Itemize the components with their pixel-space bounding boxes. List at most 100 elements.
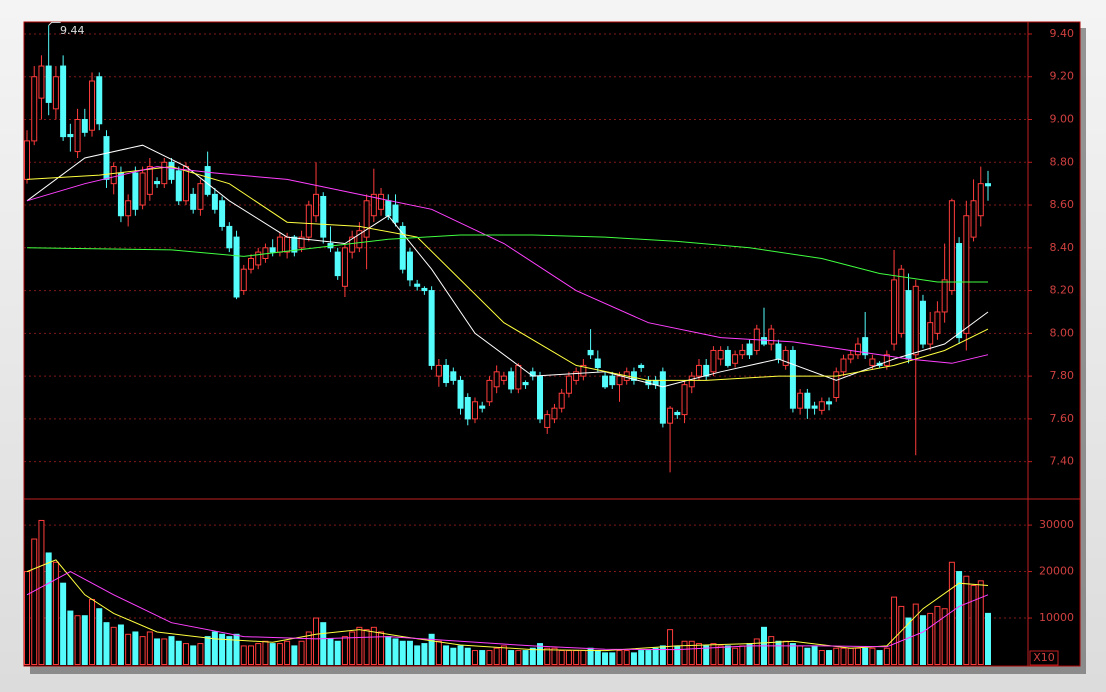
candle-body: [219, 200, 226, 227]
candle-body: [334, 251, 341, 277]
candle-body: [948, 200, 955, 292]
candle-body: [818, 401, 825, 411]
volume-bar: [67, 610, 74, 665]
volume-bar: [818, 650, 825, 666]
volume-bar: [406, 640, 413, 666]
volume-bar: [753, 638, 760, 665]
volume-bar: [659, 645, 666, 665]
candle-body: [941, 279, 948, 313]
volume-bar: [508, 650, 515, 666]
volume-bar: [349, 631, 356, 665]
candle-body: [565, 375, 572, 394]
candle-body: [919, 300, 926, 345]
volume-bar: [638, 650, 645, 666]
volume-bar: [414, 645, 421, 665]
volume-bar: [782, 640, 789, 666]
volume-bar: [298, 640, 305, 666]
y-tick-label: 30000: [1039, 518, 1074, 531]
candle-body: [963, 215, 970, 334]
candle-body: [31, 76, 38, 142]
candle-body: [985, 183, 991, 187]
volume-bar: [594, 650, 601, 666]
candle-body: [197, 183, 204, 210]
candle-body: [558, 392, 565, 409]
candle-body: [211, 193, 218, 210]
candle-body: [674, 411, 681, 416]
candle-body: [471, 401, 478, 420]
candle-body: [840, 358, 847, 373]
candle-body: [775, 343, 782, 360]
volume-bar: [688, 640, 695, 666]
candle-body: [630, 371, 637, 381]
volume-bar: [486, 650, 493, 666]
candle-body: [356, 230, 363, 249]
candle-body: [746, 343, 753, 356]
candle-body: [515, 364, 522, 390]
candle-body: [667, 407, 674, 424]
candle-body: [284, 236, 291, 253]
candle-body: [934, 311, 941, 334]
candle-body: [594, 358, 601, 369]
candle-body: [96, 76, 103, 125]
volume-bar: [31, 538, 38, 665]
candle-body: [703, 364, 710, 377]
y-tick-label: 7.40: [1050, 455, 1075, 468]
volume-bar: [204, 636, 211, 666]
volume-bar: [500, 645, 507, 665]
moving-average: [26, 166, 989, 364]
volume-bar: [775, 640, 782, 666]
moving-average: [26, 166, 989, 381]
candle-body: [493, 371, 500, 388]
volume-bar: [479, 650, 486, 666]
volume-bar: [146, 631, 153, 665]
y-tick-label: 8.80: [1050, 155, 1075, 168]
volume-bar: [941, 608, 948, 666]
moving-average: [26, 234, 988, 283]
volume-bar: [905, 617, 912, 665]
volume-bar: [977, 580, 984, 666]
volume-bar: [74, 615, 81, 666]
volume-bar: [789, 643, 796, 666]
volume-bar: [399, 640, 406, 666]
candle-body: [190, 193, 197, 210]
candle-body: [443, 364, 450, 384]
candle-body: [349, 236, 356, 253]
volume-bar: [125, 633, 132, 666]
y-tick-label: 7.60: [1050, 412, 1075, 425]
candle-body: [305, 204, 312, 238]
volume-bar: [219, 633, 226, 666]
candle-body: [977, 183, 984, 217]
y-tick-label: 9.00: [1050, 113, 1075, 126]
candle-body: [826, 401, 833, 405]
candle-body: [956, 243, 963, 339]
volume-bar: [284, 640, 291, 666]
volume-bar: [24, 571, 30, 665]
volume-bar: [139, 636, 146, 666]
candle-body: [768, 328, 775, 345]
volume-bar: [471, 650, 478, 666]
moving-average: [26, 571, 989, 651]
candle-body: [761, 337, 768, 345]
candle-body: [616, 375, 623, 386]
volume-bar: [544, 647, 551, 666]
candle-body: [537, 375, 544, 420]
volume-bar: [117, 624, 124, 665]
candle-body: [638, 364, 645, 369]
volume-bar: [370, 626, 377, 665]
volume-bar: [103, 622, 110, 666]
candle-body: [81, 119, 88, 133]
candle-body: [313, 193, 320, 217]
high-annotation: 9.44: [60, 24, 85, 37]
volume-bar: [421, 643, 428, 666]
candle-body: [38, 65, 45, 99]
volume-bar: [652, 647, 659, 666]
candle-body: [89, 80, 96, 131]
candle-body: [103, 136, 110, 180]
candle-body: [24, 140, 30, 180]
volume-bar: [804, 647, 811, 666]
volume-bar: [985, 612, 991, 665]
volume-bar: [717, 645, 724, 665]
y-tick-label: 9.40: [1050, 27, 1075, 40]
candle-body: [739, 349, 746, 356]
candle-body: [175, 170, 182, 202]
